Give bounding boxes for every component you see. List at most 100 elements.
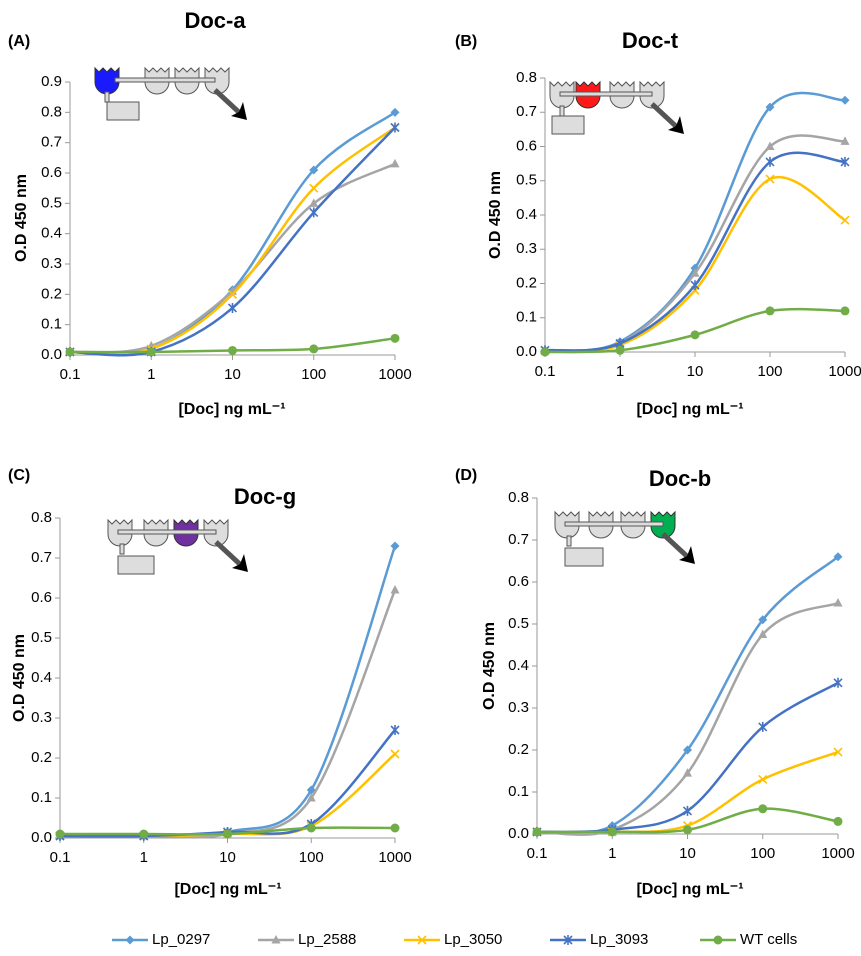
marker [390, 333, 400, 343]
y-tick-label: 0.1 [516, 309, 537, 326]
x-tick-label: 1 [608, 845, 616, 862]
y-tick-label: 0.4 [508, 657, 529, 674]
y-tick-label: 0.3 [31, 709, 52, 726]
marker [563, 935, 573, 945]
x-axis-label: [Doc] ng mL⁻¹ [174, 881, 281, 898]
y-tick-label: 0.9 [41, 73, 62, 90]
y-tick-label: 0.4 [31, 669, 52, 686]
series-line [69, 111, 396, 356]
marker [390, 541, 400, 551]
x-axis-label: [Doc] ng mL⁻¹ [178, 401, 285, 418]
x-tick-label: 1 [140, 849, 148, 866]
marker [758, 629, 768, 638]
panel-label: (C) [8, 467, 30, 484]
chart-panel: (B) Doc-t [Doc] ng mL⁻¹ O.D 450 nm 0.0 0.1 0.2… [455, 28, 861, 418]
series-line [544, 151, 846, 352]
x-tick-label: 100 [750, 845, 775, 862]
series-line [536, 555, 839, 835]
legend-label: Lp_3093 [590, 931, 648, 948]
marker [833, 598, 843, 607]
y-tick-label: 0.8 [31, 509, 52, 526]
x-tick-label: 1000 [828, 363, 861, 380]
y-tick-label: 0.7 [508, 531, 529, 548]
y-axis-label: O.D 450 nm [11, 634, 28, 722]
marker [833, 816, 843, 826]
marker [840, 156, 850, 167]
marker [690, 268, 700, 277]
chart-title: Doc-a [184, 8, 246, 33]
y-tick-label: 0.6 [41, 164, 62, 181]
y-tick-label: 0.8 [41, 103, 62, 120]
marker [309, 207, 319, 218]
marker [390, 585, 400, 594]
chart-panel: (D) Doc-b [Doc] ng mL⁻¹ O.D 450 nm 0.0 0.1 0.2… [455, 466, 855, 898]
marker [840, 136, 850, 145]
y-tick-label: 0.3 [516, 240, 537, 257]
panel-label: (D) [455, 467, 477, 484]
panel-label: (A) [8, 33, 30, 50]
marker [390, 107, 400, 117]
y-tick-label: 0.2 [516, 274, 537, 291]
marker [758, 721, 768, 732]
legend-label: Lp_3050 [444, 931, 502, 948]
marker [758, 774, 768, 784]
marker [690, 330, 700, 340]
marker [65, 347, 75, 357]
marker [146, 347, 156, 357]
marker [765, 156, 775, 167]
marker [683, 745, 692, 755]
chart-title: Doc-b [649, 466, 711, 491]
x-tick-label: 1000 [821, 845, 854, 862]
x-tick-label: 0.1 [50, 849, 71, 866]
chart-title: Doc-t [622, 28, 679, 53]
y-tick-label: 0.2 [41, 285, 62, 302]
marker [309, 183, 319, 193]
series-line [69, 126, 396, 356]
schematic-t [549, 80, 684, 135]
y-tick-label: 0.4 [41, 225, 62, 242]
marker [833, 677, 843, 688]
marker [228, 345, 237, 355]
marker [223, 829, 232, 839]
marker [306, 823, 316, 833]
legend-label: Lp_0297 [152, 931, 210, 948]
y-axis-label: O.D 450 nm [13, 174, 30, 262]
x-tick-label: 0.1 [535, 363, 556, 380]
series-line [69, 162, 396, 354]
marker [683, 768, 692, 777]
y-tick-label: 0.0 [516, 343, 537, 360]
marker [309, 344, 319, 354]
marker [682, 805, 693, 816]
y-tick-label: 0.5 [41, 194, 62, 211]
schematic-g [107, 518, 248, 575]
x-tick-label: 100 [299, 849, 324, 866]
y-tick-label: 0.6 [31, 589, 52, 606]
x-tick-label: 10 [679, 845, 696, 862]
marker [309, 198, 319, 207]
y-tick-label: 0.7 [31, 549, 52, 566]
marker [833, 747, 843, 757]
marker [139, 829, 149, 839]
marker [271, 935, 281, 944]
marker [532, 827, 542, 837]
y-tick-label: 0.7 [516, 103, 537, 120]
marker [390, 158, 400, 168]
y-tick-label: 0.5 [508, 615, 529, 632]
y-axis-label: O.D 450 nm [487, 171, 504, 259]
marker [765, 102, 775, 112]
marker [690, 280, 700, 291]
marker [765, 141, 775, 150]
panel-label: (B) [455, 33, 477, 50]
marker [390, 823, 400, 833]
chart-title: Doc-g [234, 484, 296, 509]
y-tick-label: 0.0 [508, 825, 529, 842]
marker [540, 347, 550, 357]
marker [55, 829, 65, 839]
legend-label: Lp_2588 [298, 931, 356, 948]
series-line [59, 729, 396, 838]
series-line [544, 134, 846, 353]
x-tick-label: 100 [757, 363, 782, 380]
series-line [536, 750, 839, 834]
series-line [544, 91, 846, 352]
